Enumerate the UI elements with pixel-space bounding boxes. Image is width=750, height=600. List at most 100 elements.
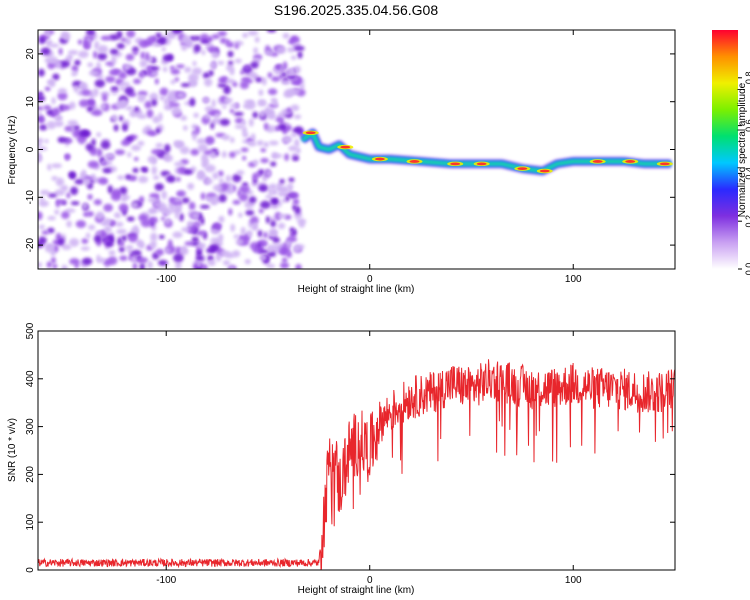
spectrogram-xtick-label: 100 <box>565 274 582 285</box>
noise-blob <box>174 77 180 82</box>
noise-blob <box>248 196 257 204</box>
noise-blob <box>87 62 94 68</box>
noise-blob <box>81 238 89 244</box>
noise-blob <box>113 124 119 132</box>
noise-blob <box>102 161 107 166</box>
noise-blob <box>229 103 240 108</box>
noise-blob <box>217 170 224 177</box>
noise-blob <box>228 208 233 216</box>
noise-blob <box>150 232 158 242</box>
noise-blob <box>68 101 76 110</box>
noise-blob <box>116 30 123 39</box>
noise-blob <box>119 186 128 195</box>
noise-blob <box>60 211 70 220</box>
noise-blob <box>207 259 216 266</box>
noise-blob <box>66 138 73 144</box>
noise-blob <box>73 85 79 93</box>
noise-blob <box>103 203 113 212</box>
noise-blob <box>248 118 254 127</box>
noise-blob <box>234 124 245 129</box>
noise-blob <box>120 37 127 42</box>
noise-blob <box>219 250 230 257</box>
noise-blob <box>66 220 73 228</box>
noise-blob <box>267 88 278 96</box>
noise-blob <box>125 174 132 180</box>
noise-blob <box>46 120 57 130</box>
noise-blob <box>183 169 193 175</box>
noise-blob <box>96 148 103 158</box>
noise-blob <box>115 101 123 109</box>
snr-ytick-label: 100 <box>25 513 36 530</box>
noise-blob <box>115 221 124 227</box>
noise-blob <box>51 97 56 105</box>
noise-blob <box>209 151 217 159</box>
noise-blob <box>108 250 116 256</box>
noise-blob <box>292 244 302 253</box>
noise-blob <box>118 115 124 122</box>
noise-blob <box>43 105 52 110</box>
noise-blob <box>82 257 93 266</box>
snr-frame <box>37 330 676 571</box>
noise-blob <box>149 92 159 102</box>
noise-blob <box>266 263 276 269</box>
noise-blob <box>38 146 48 151</box>
noise-blob <box>47 163 52 171</box>
noise-blob <box>258 89 264 97</box>
noise-blob <box>287 185 293 193</box>
noise-blob <box>180 82 191 88</box>
noise-blob <box>74 59 81 66</box>
noise-blob <box>264 49 274 56</box>
ridge-peak-core <box>374 157 385 161</box>
noise-blob <box>289 227 295 233</box>
noise-blob <box>186 220 194 228</box>
noise-blob <box>105 61 114 66</box>
noise-blob <box>165 217 171 225</box>
noise-blob <box>267 244 272 253</box>
snr-ylabel: SNR (10 * v/v) <box>7 418 18 482</box>
noise-blob <box>162 66 168 73</box>
noise-blob <box>252 221 258 230</box>
snr-ytick-label: 300 <box>25 418 36 435</box>
noise-blob <box>173 253 184 263</box>
noise-blob <box>279 178 285 184</box>
noise-blob <box>227 60 234 65</box>
snr-xlabel: Height of straight line (km) <box>298 585 415 596</box>
noise-blob <box>270 97 277 104</box>
noise-blob <box>118 71 127 80</box>
noise-blob <box>286 74 297 80</box>
noise-blob <box>182 125 188 131</box>
noise-blob <box>191 81 198 86</box>
noise-blob <box>200 217 205 225</box>
noise-blob <box>105 241 114 248</box>
noise-blob <box>253 247 259 252</box>
noise-blob <box>275 64 282 70</box>
noise-blob <box>118 203 129 213</box>
noise-blob <box>288 145 299 152</box>
noise-blob <box>271 76 281 82</box>
noise-blob <box>69 238 80 247</box>
noise-blob <box>78 50 89 59</box>
noise-blob <box>147 260 153 269</box>
noise-blob <box>119 85 125 92</box>
noise-blob <box>65 153 70 161</box>
noise-blob <box>200 192 206 200</box>
noise-blob <box>116 228 127 235</box>
ridge-peak-core <box>476 162 487 166</box>
colorbar-tick-label: 0.0 <box>744 263 750 276</box>
noise-blob <box>197 143 208 153</box>
noise-blob <box>154 183 164 191</box>
snr-axes: -100 0 100 0 100 200 300 400 500 <box>25 322 675 586</box>
noise-blob <box>209 61 217 69</box>
colorbar-label: Normalized spectral amplitude <box>737 82 748 217</box>
noise-blob <box>214 112 220 118</box>
noise-blob <box>139 262 145 269</box>
ridge-peak-core <box>592 160 603 163</box>
noise-blob <box>44 243 55 248</box>
noise-blob <box>48 78 56 88</box>
noise-blob <box>48 193 58 198</box>
noise-blob <box>137 94 146 103</box>
noise-blob <box>131 46 139 53</box>
noise-blob <box>151 148 162 155</box>
noise-blob <box>235 238 244 246</box>
noise-blob <box>242 132 249 138</box>
